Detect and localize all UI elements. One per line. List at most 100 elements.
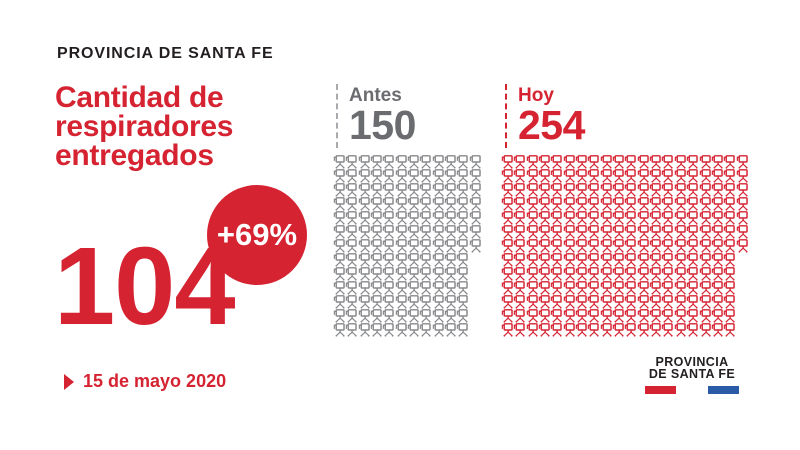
ventilator-icon (333, 281, 345, 295)
pictogram-row (333, 281, 481, 295)
ventilator-icon (600, 197, 612, 211)
ventilator-icon (538, 183, 550, 197)
ventilator-icon (333, 169, 345, 183)
ventilator-icon (333, 155, 345, 169)
ventilator-icon (370, 323, 382, 337)
ventilator-icon (526, 225, 538, 239)
ventilator-icon (612, 169, 624, 183)
ventilator-icon (444, 281, 456, 295)
ventilator-icon (469, 197, 481, 211)
pictogram-row (333, 169, 481, 183)
title-line-3: entregados (55, 139, 214, 172)
title-line-1: Cantidad de (55, 81, 224, 114)
ventilator-icon (575, 239, 587, 253)
ventilator-icon (600, 281, 612, 295)
ventilator-icon (575, 211, 587, 225)
pictogram-row (333, 225, 481, 239)
ventilator-icon (538, 323, 550, 337)
ventilator-icon (419, 253, 432, 267)
ventilator-icon (370, 169, 382, 183)
ventilator-icon (612, 239, 624, 253)
ventilator-icon (333, 309, 345, 323)
ventilator-icon (526, 295, 538, 309)
pictogram-row (501, 211, 748, 225)
ventilator-icon (637, 281, 649, 295)
ventilator-icon (345, 211, 358, 225)
ventilator-icon (382, 211, 395, 225)
ventilator-icon (370, 183, 382, 197)
ventilator-icon (432, 183, 444, 197)
ventilator-icon (345, 253, 358, 267)
ventilator-icon (637, 211, 649, 225)
ventilator-icon (661, 183, 674, 197)
ventilator-icon (395, 267, 407, 281)
ventilator-icon (456, 281, 469, 295)
ventilator-icon (686, 253, 698, 267)
ventilator-icon (358, 169, 370, 183)
ventilator-icon (382, 267, 395, 281)
ventilator-icon (395, 281, 407, 295)
ventilator-icon (395, 183, 407, 197)
ventilator-icon (587, 309, 600, 323)
date-row: 15 de mayo 2020 (64, 371, 226, 392)
ventilator-icon (612, 295, 624, 309)
ventilator-icon (501, 253, 513, 267)
ventilator-icon (649, 239, 661, 253)
ventilator-icon (432, 309, 444, 323)
ventilator-icon (382, 295, 395, 309)
ventilator-icon (432, 155, 444, 169)
ventilator-icon (456, 155, 469, 169)
hoy-category-label: Hoy (518, 85, 554, 106)
pictogram-row (501, 169, 748, 183)
ventilator-icon (661, 253, 674, 267)
ventilator-icon (711, 211, 723, 225)
ventilator-icon (432, 225, 444, 239)
ventilator-icon (699, 295, 711, 309)
ventilator-icon (686, 225, 698, 239)
ventilator-icon (686, 281, 698, 295)
ventilator-icon (661, 295, 674, 309)
ventilator-icon (419, 183, 432, 197)
ventilator-icon (649, 267, 661, 281)
ventilator-icon (395, 253, 407, 267)
ventilator-icon (711, 309, 723, 323)
ventilator-icon (526, 253, 538, 267)
ventilator-icon (333, 253, 345, 267)
ventilator-icon (637, 323, 649, 337)
ventilator-icon (612, 211, 624, 225)
ventilator-icon (358, 295, 370, 309)
ventilator-icon (538, 253, 550, 267)
ventilator-icon (649, 211, 661, 225)
ventilator-icon (600, 239, 612, 253)
ventilator-icon (711, 155, 723, 169)
ventilator-icon (563, 309, 575, 323)
pictogram-row (333, 323, 481, 337)
ventilator-icon (587, 253, 600, 267)
ventilator-icon (649, 155, 661, 169)
ventilator-icon (501, 309, 513, 323)
flag-bars (645, 386, 739, 394)
ventilator-icon (575, 197, 587, 211)
ventilator-icon (333, 267, 345, 281)
ventilator-icon (723, 155, 735, 169)
ventilator-icon (637, 309, 649, 323)
ventilator-icon (456, 225, 469, 239)
pictogram-row (333, 295, 481, 309)
ventilator-icon (513, 281, 526, 295)
pictogram-row (333, 267, 481, 281)
ventilator-icon (674, 183, 686, 197)
ventilator-icon (550, 155, 563, 169)
ventilator-icon (370, 239, 382, 253)
ventilator-icon (686, 267, 698, 281)
ventilator-icon (674, 211, 686, 225)
ventilator-icon (686, 239, 698, 253)
ventilator-icon (444, 211, 456, 225)
pictogram-row (501, 323, 748, 337)
ventilator-icon (624, 225, 637, 239)
pictogram-row (501, 239, 748, 253)
ventilator-icon (538, 295, 550, 309)
ventilator-icon (624, 183, 637, 197)
ventilator-icon (419, 295, 432, 309)
ventilator-icon (661, 323, 674, 337)
title-line-2: respiradores (55, 110, 234, 143)
